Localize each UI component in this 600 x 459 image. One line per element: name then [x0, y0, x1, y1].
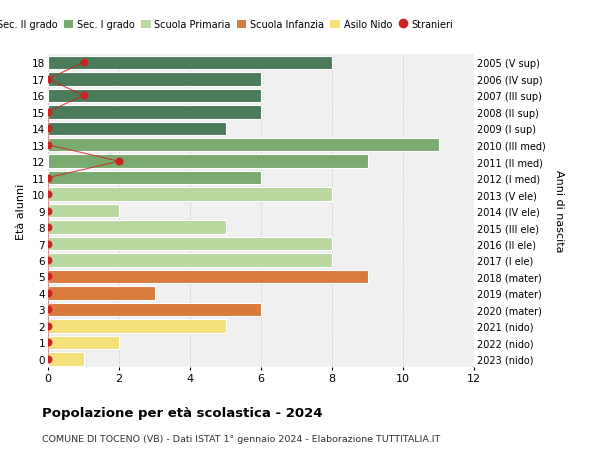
Point	[43, 257, 53, 264]
Bar	[48, 270, 367, 284]
Point	[43, 125, 53, 133]
Y-axis label: Anni di nascita: Anni di nascita	[554, 170, 564, 252]
Bar	[48, 73, 261, 86]
Legend: Sec. II grado, Sec. I grado, Scuola Primaria, Scuola Infanzia, Asilo Nido, Stran: Sec. II grado, Sec. I grado, Scuola Prim…	[0, 16, 457, 34]
Point	[43, 142, 53, 149]
Bar	[48, 188, 332, 202]
Bar	[48, 303, 261, 316]
Y-axis label: Età alunni: Età alunni	[16, 183, 26, 239]
Bar	[48, 155, 367, 168]
Point	[43, 323, 53, 330]
Bar	[48, 286, 155, 300]
Bar	[48, 90, 261, 103]
Bar	[48, 56, 332, 70]
Bar	[48, 106, 261, 119]
Bar	[48, 254, 332, 267]
Point	[43, 241, 53, 248]
Point	[43, 109, 53, 116]
Point	[43, 224, 53, 231]
Bar	[48, 221, 226, 234]
Point	[43, 306, 53, 313]
Point	[43, 207, 53, 215]
Point	[43, 76, 53, 84]
Point	[79, 92, 88, 100]
Point	[79, 60, 88, 67]
Point	[43, 174, 53, 182]
Point	[43, 290, 53, 297]
Bar	[48, 122, 226, 136]
Point	[43, 355, 53, 363]
Text: COMUNE DI TOCENO (VB) - Dati ISTAT 1° gennaio 2024 - Elaborazione TUTTITALIA.IT: COMUNE DI TOCENO (VB) - Dati ISTAT 1° ge…	[42, 434, 440, 443]
Bar	[48, 237, 332, 251]
Bar	[48, 139, 439, 152]
Bar	[48, 352, 83, 366]
Bar	[48, 172, 261, 185]
Point	[43, 273, 53, 280]
Bar	[48, 319, 226, 333]
Bar	[48, 336, 119, 349]
Text: Popolazione per età scolastica - 2024: Popolazione per età scolastica - 2024	[42, 406, 323, 419]
Point	[43, 191, 53, 198]
Point	[114, 158, 124, 166]
Bar	[48, 204, 119, 218]
Point	[43, 339, 53, 346]
